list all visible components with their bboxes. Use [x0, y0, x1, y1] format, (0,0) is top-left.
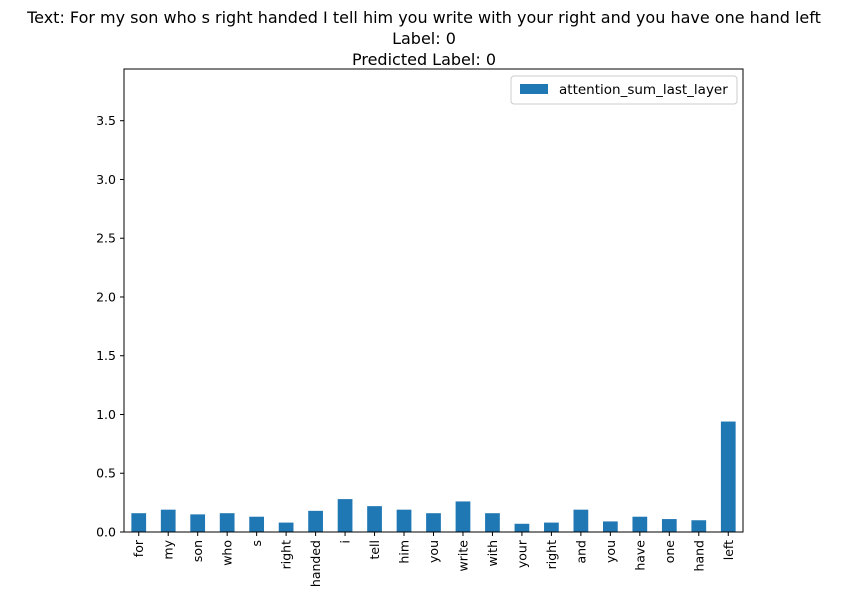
y-tick-label: 1.0 — [96, 407, 116, 422]
bar — [455, 501, 471, 532]
x-tick-label: write — [455, 540, 470, 572]
x-tick-label: your — [514, 539, 529, 568]
bar — [396, 509, 412, 532]
bar — [308, 510, 323, 532]
legend-box — [510, 75, 738, 105]
x-tick-label: right — [544, 540, 559, 569]
legend-label: attention_sum_last_layer — [559, 82, 728, 98]
x-tick-label: have — [632, 540, 647, 571]
bar — [485, 513, 500, 532]
x-tick-label: with — [485, 540, 500, 567]
bar — [190, 514, 206, 532]
y-tick-label: 0.0 — [96, 525, 116, 540]
chart-title: Text: For my son who s right handed I te… — [26, 8, 821, 69]
title-line-label: Label: 0 — [392, 29, 456, 48]
bar — [661, 519, 677, 532]
legend-swatch — [520, 84, 548, 94]
bar — [691, 520, 707, 532]
x-tick-label: i — [338, 540, 353, 543]
bar — [632, 516, 648, 532]
x-tick-label: who — [220, 540, 235, 566]
axes-frame — [123, 68, 744, 533]
x-tick-label: right — [279, 540, 294, 569]
bar — [573, 509, 589, 532]
bar — [219, 513, 235, 532]
y-tick-label: 2.0 — [96, 289, 116, 304]
bar — [514, 523, 530, 532]
bar — [249, 516, 265, 532]
x-tick-label: s — [249, 540, 264, 547]
y-tick-label: 1.5 — [96, 348, 116, 363]
plot-area: 0.0 0.5 1.0 1.5 2.0 2.5 3.0 3.5 for my son who s righ… — [96, 68, 744, 587]
legend: attention_sum_last_layer — [510, 75, 738, 105]
x-tick-label: for — [131, 539, 146, 557]
x-tick-label: tell — [367, 540, 382, 560]
bar — [602, 521, 618, 532]
y-tick-label: 2.5 — [96, 231, 116, 246]
x-tick-label: you — [603, 540, 618, 563]
y-tick-label: 3.0 — [96, 172, 116, 187]
x-tick-label: and — [573, 540, 588, 564]
y-tick-label: 0.5 — [96, 466, 116, 481]
bar — [544, 522, 559, 532]
bar — [720, 421, 736, 532]
x-tick-label: left — [721, 540, 736, 560]
title-line-predicted-label: Predicted Label: 0 — [352, 50, 496, 69]
bar — [367, 506, 382, 532]
bar — [337, 499, 353, 532]
bar — [426, 513, 441, 532]
x-tick-label: son — [190, 540, 205, 562]
x-tick-label: him — [397, 540, 412, 564]
bar — [160, 509, 176, 532]
title-line-text: Text: For my son who s right handed I te… — [26, 8, 821, 27]
y-tick-label: 3.5 — [96, 113, 116, 128]
x-tick-label: my — [161, 539, 176, 559]
x-tick-label: hand — [691, 540, 706, 571]
bar — [131, 513, 147, 532]
x-tick-label: handed — [308, 540, 323, 587]
x-tick-label: you — [426, 540, 441, 563]
x-tick-label: one — [662, 540, 677, 564]
bar — [278, 522, 294, 532]
